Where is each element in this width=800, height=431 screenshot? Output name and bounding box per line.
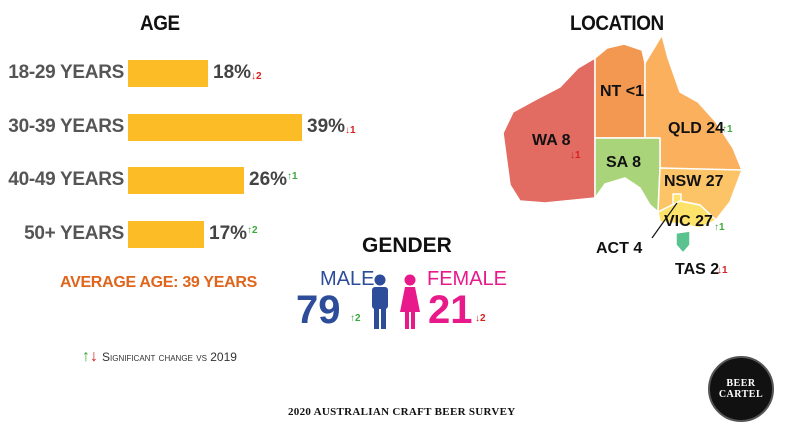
map-change-qld: ↑1 [722, 124, 733, 135]
location-title: LOCATION [570, 12, 664, 35]
survey-footer: 2020 AUSTRALIAN CRAFT BEER SURVEY [288, 406, 516, 418]
age-bar [128, 60, 208, 87]
male-person-icon [372, 274, 388, 329]
arrow-down-icon: ↓ [570, 150, 575, 161]
age-change-indicator: ↓1 [345, 125, 356, 136]
arrow-down-icon: ↓ [251, 71, 256, 82]
male-value: 79 [296, 288, 341, 332]
change-value: 1 [292, 171, 298, 182]
arrow-up-icon: ↑ [350, 313, 355, 324]
arrow-up-icon: ↑ [247, 224, 252, 236]
map-label-nt: NT <1 [600, 83, 645, 100]
age-change-indicator: ↓2 [251, 71, 262, 82]
map-label-sa: SA 8 [606, 154, 641, 171]
region-sa [594, 137, 661, 213]
female-label: FEMALE [427, 268, 508, 290]
age-category-label: 40-49 YEARS [8, 169, 124, 190]
arrow-down-icon: ↓ [90, 348, 98, 365]
male-change: ↑2 [350, 313, 361, 324]
map-label-vic: VIC 27 [664, 213, 713, 230]
region-wa [502, 57, 596, 204]
change-value: 2 [252, 224, 258, 236]
change-value: 2 [256, 71, 262, 82]
map-change-tas: ↓1 [717, 265, 728, 276]
male-label: MALE [320, 268, 375, 290]
female-change: ↓2 [475, 313, 486, 324]
beer-cartel-logo: BEER CARTEL [708, 356, 774, 422]
age-bar [128, 220, 204, 248]
age-change-indicator: ↑1 [287, 171, 298, 182]
female-value: 21 [428, 288, 473, 332]
region-tas [675, 230, 691, 254]
arrow-down-icon: ↓ [475, 313, 480, 324]
arrow-up-icon: ↑ [722, 124, 727, 135]
age-category-label: 30-39 YEARS [8, 115, 124, 137]
change-value: 1 [350, 124, 356, 136]
arrow-up-icon: ↑ [714, 222, 719, 233]
map-change-vic: ↑1 [714, 222, 725, 233]
map-label-tas: TAS 2 [675, 261, 720, 278]
age-category-label: 50+ YEARS [24, 222, 124, 244]
average-age-annotation: AVERAGE AGE: 39 YEARS [60, 274, 258, 291]
legend-text: Significant change vs 2019 [102, 350, 237, 364]
map-label-wa: WA 8 [532, 132, 571, 149]
arrow-down-icon: ↓ [345, 124, 350, 136]
age-value-label: 39% [307, 115, 346, 137]
age-change-indicator: ↑2 [247, 225, 258, 236]
map-label-act: ACT 4 [596, 240, 643, 257]
age-value-label: 17% [209, 222, 248, 244]
age-bar [128, 167, 244, 194]
map-label-qld: QLD 24 [668, 120, 725, 137]
age-title: AGE [140, 12, 180, 35]
significance-legend: ↑ ↓ Significant change vs 2019 [82, 348, 237, 366]
age-value-label: 18% [213, 62, 252, 83]
map-label-nsw: NSW 27 [664, 173, 724, 190]
arrow-up-icon: ↑ [287, 171, 292, 182]
age-value-label: 26% [249, 169, 288, 190]
age-category-label: 18-29 YEARS [8, 62, 124, 83]
age-bar [128, 113, 302, 141]
logo-text: BEER CARTEL [718, 378, 764, 400]
map-change-wa: ↓1 [570, 150, 581, 161]
female-person-icon [400, 274, 420, 329]
gender-title: GENDER [362, 234, 452, 257]
arrow-up-icon: ↑ [82, 348, 90, 365]
arrow-down-icon: ↓ [717, 265, 722, 276]
act-leader-line [651, 202, 678, 239]
